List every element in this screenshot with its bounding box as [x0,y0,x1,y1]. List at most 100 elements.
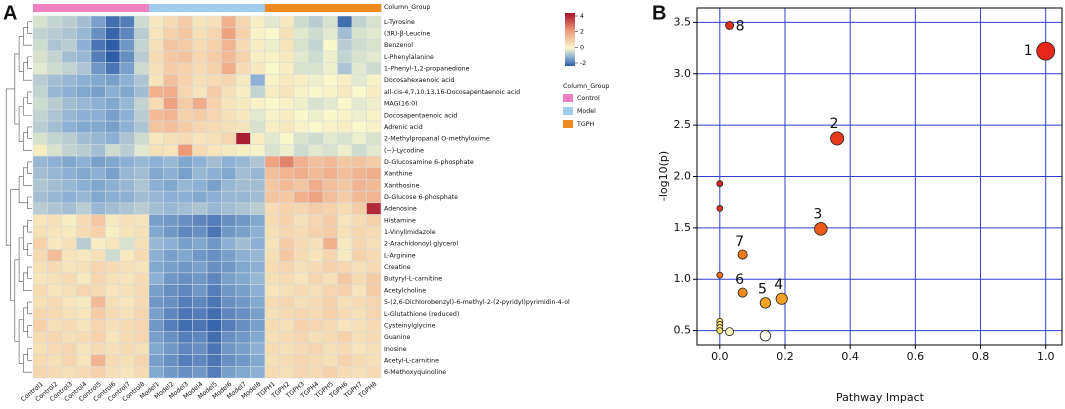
heatmap-cell [105,214,121,227]
heatmap-cell [61,155,77,169]
heatmap-cell [76,319,92,332]
heatmap-cell [105,155,121,169]
point-label: 1 [1024,43,1033,59]
heatmap-cell [250,190,266,204]
heatmap-cell [177,167,193,180]
heatmap-cell [61,307,77,320]
heatmap-cell [235,179,251,192]
heatmap-cell [76,190,92,204]
heatmap-cell [119,202,135,215]
legend-label: Model [577,108,596,115]
heatmap-cell [61,74,77,87]
heatmap-cell [351,50,367,63]
heatmap-cell [32,307,48,320]
heatmap-cell [76,272,92,285]
heatmap-cell [76,284,92,297]
heatmap-cell [279,331,295,344]
heatmap-cell [322,342,338,355]
heatmap-cell [351,155,367,169]
heatmap-cell [148,225,164,239]
heatmap-cell [221,179,237,192]
heatmap-cell [90,15,106,28]
group-bar [265,4,280,12]
heatmap-cell [32,97,48,110]
heatmap-cell [351,85,367,98]
heatmap-cell [148,144,164,157]
heatmap-cell [119,272,135,285]
heatmap-cell [163,15,179,28]
heatmap-cell [308,120,324,134]
heatmap-cell [293,15,309,28]
heatmap-cell [177,39,193,52]
group-bar [352,4,367,12]
heatmap-cell [177,296,193,309]
heatmap-cell [119,249,135,262]
heatmap-cell [134,272,150,285]
heatmap-cell [163,27,179,40]
heatmap-cell [264,331,280,344]
heatmap-cell [105,190,121,204]
heatmap-cell [76,342,92,355]
heatmap-cell [61,366,77,379]
heatmap-cell [90,27,106,40]
heatmap-cell [163,331,179,344]
heatmap-cell [148,354,164,367]
heatmap-cell [90,366,106,379]
heatmap-cell [264,214,280,227]
heatmap-cell [61,85,77,98]
heatmap-cell [61,331,77,344]
heatmap-cell [308,237,324,250]
heatmap-cell [366,109,382,122]
heatmap-cell [366,27,382,40]
heatmap-cell [337,62,353,75]
heatmap-cell [76,120,92,134]
heatmap-cell [322,144,338,157]
heatmap-cell [206,331,222,344]
heatmap-cell [264,39,280,52]
heatmap-cell [32,272,48,285]
heatmap-cell [250,50,266,63]
heatmap-cell [32,50,48,63]
heatmap-cell [221,354,237,367]
heatmap-cell [177,249,193,262]
heatmap-cell [90,272,106,285]
heatmap-cell [308,27,324,40]
heatmap-cell [90,144,106,157]
heatmap-cell [250,260,266,274]
heatmap-cell [134,120,150,134]
heatmap-cell [163,144,179,157]
heatmap-cell [351,284,367,297]
row-label: all-cis-4,7,10,13,16-Docosapentaenoic ac… [384,89,520,96]
heatmap-cell [293,144,309,157]
heatmap-cell [32,214,48,227]
heatmap-cell [32,144,48,157]
heatmap-cell [90,167,106,180]
heatmap-cell [221,272,237,285]
heatmap-cell [337,284,353,297]
heatmap-cell [105,109,121,122]
heatmap-cell [235,120,251,134]
heatmap-cell [206,39,222,52]
heatmap-cell [235,155,251,169]
heatmap-cell [250,97,266,110]
heatmap-cell [206,27,222,40]
heatmap-cell [32,260,48,274]
heatmap-cell [148,331,164,344]
point [716,180,724,188]
heatmap-cell [192,237,208,250]
heatmap-cell [163,284,179,297]
heatmap-cell [47,284,63,297]
heatmap-cell [163,85,179,98]
heatmap-cell [105,27,121,40]
heatmap-cell [76,296,92,309]
heatmap-cell [119,331,135,344]
heatmap-cell [32,85,48,98]
heatmap-cell [279,39,295,52]
heatmap-cell [61,319,77,332]
heatmap-cell [366,15,382,28]
heatmap-cell [366,249,382,262]
heatmap-cell [148,319,164,332]
heatmap-cell [119,319,135,332]
annotation-title: Column_Group [384,4,430,11]
heatmap-cell [206,97,222,110]
